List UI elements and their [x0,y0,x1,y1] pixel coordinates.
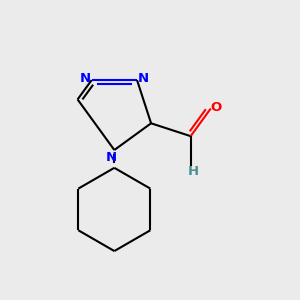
Text: N: N [106,151,117,164]
Text: N: N [80,72,91,85]
Text: O: O [211,100,222,113]
Text: H: H [188,165,199,178]
Text: N: N [138,72,149,85]
